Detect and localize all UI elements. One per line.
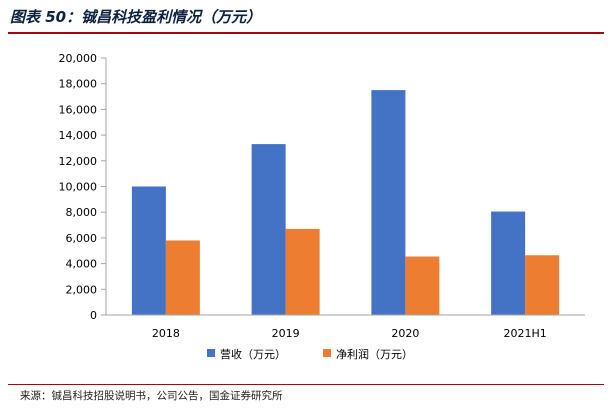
x-tick-label: 2018: [152, 327, 180, 340]
y-tick-label: 6,000: [66, 232, 98, 245]
y-tick-label: 20,000: [59, 52, 98, 65]
legend-swatch: [207, 349, 215, 357]
source-divider: [8, 384, 604, 385]
bar-revenue-2018: [131, 186, 166, 315]
bar-net-profit-2018: [165, 240, 200, 315]
y-tick-label: 14,000: [59, 129, 98, 142]
bar-net-profit-2020: [405, 256, 440, 315]
y-tick-label: 12,000: [59, 155, 98, 168]
x-axis: 2018 2019 2020 2021H1: [106, 314, 585, 340]
x-tick-label: 2021H1: [503, 327, 546, 340]
title-divider: [8, 32, 604, 34]
bar-net-profit-2019: [285, 228, 320, 315]
bar-series: [131, 90, 560, 315]
y-tick-label: 2,000: [66, 283, 98, 296]
y-tick-label: 18,000: [59, 78, 98, 91]
y-tick-label: 8,000: [66, 206, 98, 219]
bar-net-profit-2021h1: [525, 255, 560, 315]
bar-revenue-2019: [251, 144, 286, 315]
y-axis: 0 2,000 4,000 6,000 8,000 10,000 12,000 14,000 1…: [59, 52, 107, 322]
legend-label: 净利润（万元）: [336, 347, 413, 361]
y-tick-label: 16,000: [59, 103, 98, 116]
chart-title: 图表 50：铖昌科技盈利情况（万元）: [10, 8, 262, 26]
legend-label: 营收（万元）: [220, 347, 286, 361]
y-tick-label: 4,000: [66, 258, 98, 271]
legend: 营收（万元） 净利润（万元）: [207, 347, 413, 361]
x-tick-label: 2020: [391, 327, 419, 340]
legend-swatch: [323, 349, 331, 357]
source-note: 来源：铖昌科技招股说明书，公司公告，国金证券研究所: [20, 390, 283, 402]
y-tick-label: 10,000: [59, 181, 98, 194]
y-tick-label: 0: [90, 309, 97, 322]
bar-revenue-2021h1: [491, 211, 526, 315]
x-tick-label: 2019: [272, 327, 300, 340]
bar-revenue-2020: [371, 90, 406, 315]
bar-chart: 0 2,000 4,000 6,000 8,000 10,000 12,000 14,000 1…: [59, 52, 585, 361]
